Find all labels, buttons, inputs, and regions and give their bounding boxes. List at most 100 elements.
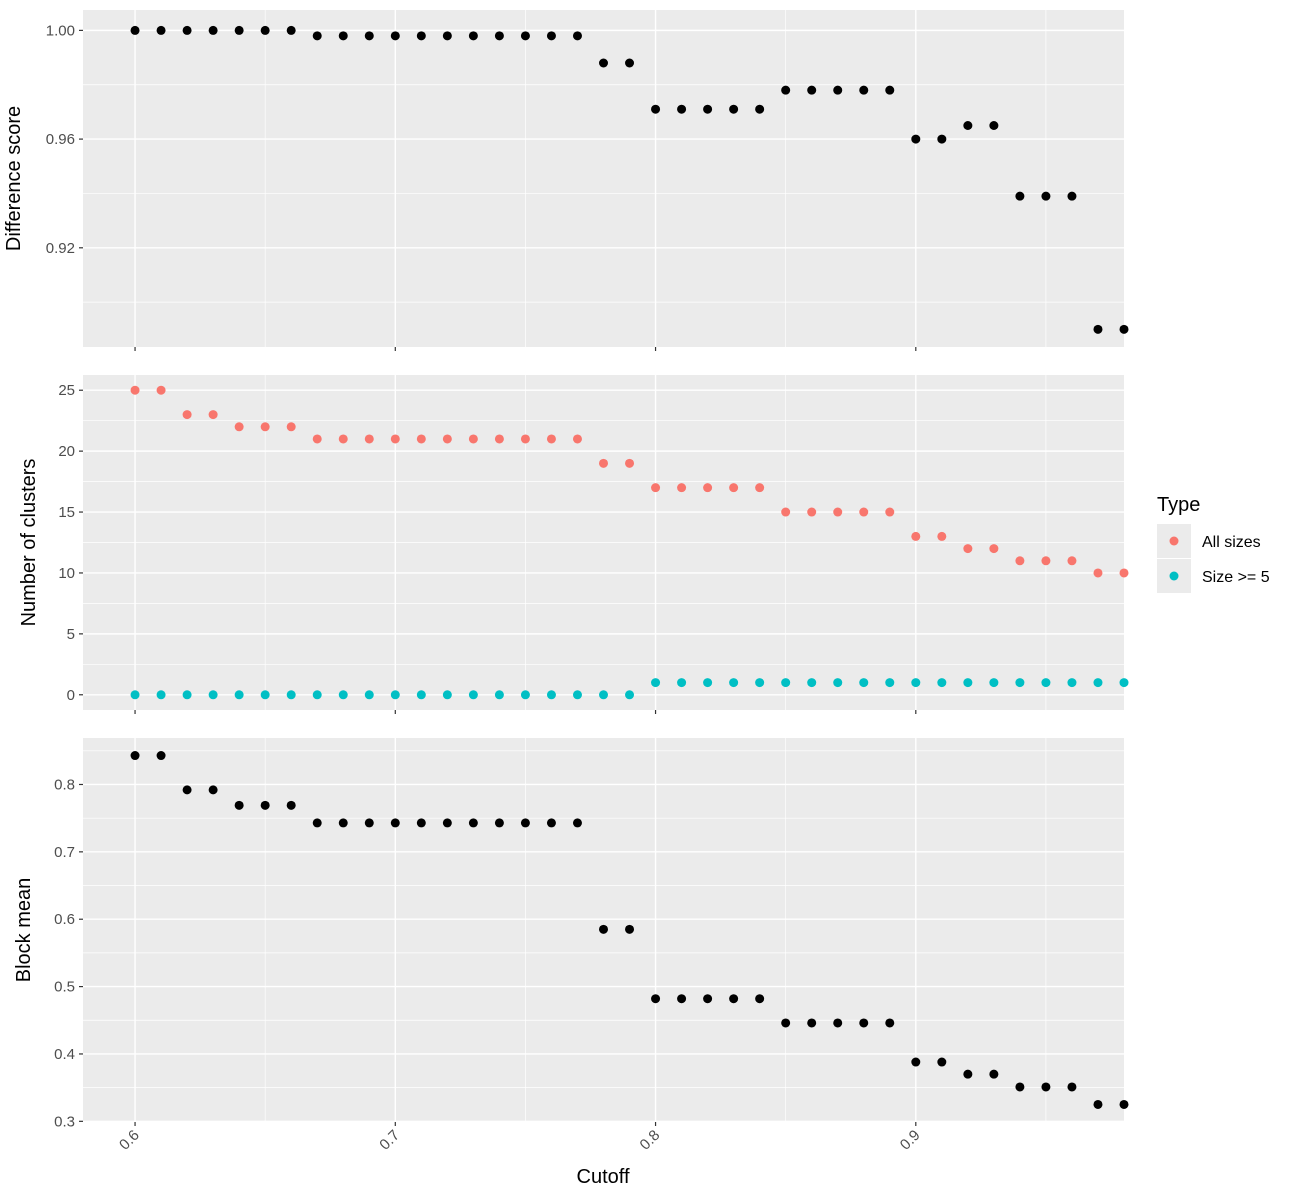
series-1 <box>130 25 1129 334</box>
x-tick-label: 0.6 <box>116 1127 143 1154</box>
data-point <box>468 690 478 700</box>
y-tick-label: 0.3 <box>54 1113 75 1130</box>
data-point <box>963 121 973 131</box>
data-point <box>572 434 582 444</box>
panel-2: 0 5 10 15 20 25 Number of clusters <box>18 375 1129 714</box>
data-point <box>911 531 921 541</box>
data-point <box>755 994 765 1004</box>
series-1 <box>130 751 1129 1109</box>
data-point <box>807 678 817 688</box>
data-point <box>989 1069 999 1079</box>
data-point <box>729 678 739 688</box>
data-point <box>208 690 218 700</box>
data-point <box>989 121 999 131</box>
y-tick-label: 25 <box>58 382 75 399</box>
data-point <box>338 690 348 700</box>
legend-key-size-5 <box>1169 571 1179 581</box>
data-point <box>234 422 244 432</box>
data-point <box>442 31 452 41</box>
y-axis-title: Block mean <box>13 878 35 983</box>
data-point <box>1093 568 1103 578</box>
data-point <box>260 800 270 810</box>
data-point <box>208 410 218 420</box>
panel-3: 0.3 0.4 0.5 0.6 0.7 0.8 Block mean <box>13 738 1129 1130</box>
data-point <box>677 483 687 493</box>
y-tick-label: 0.4 <box>54 1046 75 1063</box>
data-point <box>442 434 452 444</box>
data-point <box>364 31 374 41</box>
data-point <box>572 818 582 828</box>
data-point <box>546 434 556 444</box>
data-point <box>234 25 244 35</box>
y-axis-title: Number of clusters <box>18 459 40 627</box>
data-point <box>260 690 270 700</box>
data-point <box>963 1069 973 1079</box>
data-point <box>625 58 635 68</box>
legend-title: Type <box>1157 494 1200 516</box>
data-point <box>1041 556 1051 566</box>
data-point <box>338 434 348 444</box>
data-point <box>885 1018 895 1028</box>
data-point <box>416 690 426 700</box>
y-tick-label: 0.92 <box>46 240 75 257</box>
x-tick-label: 0.8 <box>637 1127 664 1154</box>
data-point <box>208 785 218 795</box>
series-2 <box>130 678 1129 700</box>
data-point <box>729 483 739 493</box>
data-point <box>989 544 999 554</box>
y-tick-label: 5 <box>67 626 75 643</box>
data-point <box>130 25 140 35</box>
x-axis-title: Cutoff <box>577 1166 630 1188</box>
data-point <box>442 690 452 700</box>
data-point <box>416 434 426 444</box>
data-point <box>911 678 921 688</box>
data-point <box>520 434 530 444</box>
data-point <box>1015 556 1025 566</box>
data-point <box>494 690 504 700</box>
data-point <box>234 800 244 810</box>
data-point <box>781 85 791 95</box>
data-point <box>494 818 504 828</box>
data-point <box>130 690 140 700</box>
data-point <box>625 924 635 934</box>
data-point <box>755 483 765 493</box>
data-point <box>260 25 270 35</box>
data-point <box>390 31 400 41</box>
data-point <box>807 507 817 517</box>
y-tick-label: 0.7 <box>54 844 75 861</box>
data-point <box>390 434 400 444</box>
data-point <box>937 678 947 688</box>
data-point <box>312 31 322 41</box>
data-point <box>338 31 348 41</box>
legend-label-size-5: Size >= 5 <box>1202 569 1270 586</box>
data-point <box>833 85 843 95</box>
data-point <box>1119 1099 1129 1109</box>
legend-label-all-sizes: All sizes <box>1202 534 1261 551</box>
panel-1: 0.92 0.96 1.00 Difference score <box>3 10 1129 351</box>
y-tick-label: 0.8 <box>54 776 75 793</box>
series-1 <box>130 385 1129 578</box>
data-point <box>546 31 556 41</box>
data-point <box>468 818 478 828</box>
data-point <box>677 104 687 114</box>
data-point <box>859 678 869 688</box>
data-point <box>520 818 530 828</box>
data-point <box>651 104 661 114</box>
data-point <box>885 507 895 517</box>
data-point <box>703 994 713 1004</box>
data-point <box>130 751 140 761</box>
data-point <box>520 690 530 700</box>
data-point <box>859 85 869 95</box>
data-point <box>1015 1082 1025 1092</box>
data-point <box>390 690 400 700</box>
data-point <box>781 507 791 517</box>
data-point <box>338 818 348 828</box>
data-point <box>364 690 374 700</box>
data-point <box>312 690 322 700</box>
x-tick-label: 0.7 <box>376 1127 403 1154</box>
data-point <box>599 924 608 934</box>
data-point <box>937 134 947 144</box>
data-point <box>1041 1082 1051 1092</box>
panels: 0.92 0.96 1.00 Difference score 0 5 10 15 20 25 Nu… <box>3 10 1129 1130</box>
data-point <box>911 1057 921 1067</box>
